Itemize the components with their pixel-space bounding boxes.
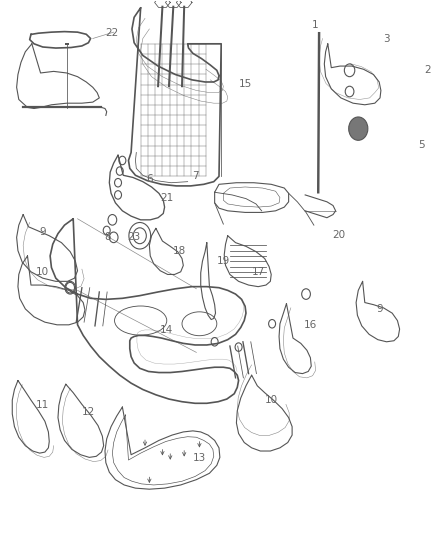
- Text: 8: 8: [105, 232, 111, 243]
- Text: 16: 16: [304, 320, 317, 330]
- Text: 21: 21: [160, 192, 173, 203]
- Text: 12: 12: [82, 407, 95, 417]
- Text: 15: 15: [238, 78, 252, 88]
- Text: 18: 18: [173, 246, 187, 256]
- Text: 9: 9: [377, 304, 383, 314]
- Text: 13: 13: [193, 454, 206, 463]
- Text: 10: 10: [36, 267, 49, 277]
- Text: 11: 11: [36, 400, 49, 410]
- Text: 3: 3: [383, 34, 390, 44]
- Text: 17: 17: [251, 267, 265, 277]
- Circle shape: [349, 117, 368, 140]
- Text: 10: 10: [265, 395, 278, 405]
- Text: 9: 9: [39, 227, 46, 237]
- Text: 20: 20: [332, 230, 345, 240]
- Text: 6: 6: [146, 174, 153, 184]
- Text: 14: 14: [160, 325, 173, 335]
- Text: 2: 2: [424, 66, 431, 75]
- Text: 1: 1: [311, 20, 318, 30]
- Text: 5: 5: [418, 140, 425, 150]
- Text: 23: 23: [127, 232, 141, 243]
- Text: 7: 7: [192, 172, 198, 181]
- Text: 19: 19: [217, 256, 230, 266]
- Text: 22: 22: [106, 28, 119, 38]
